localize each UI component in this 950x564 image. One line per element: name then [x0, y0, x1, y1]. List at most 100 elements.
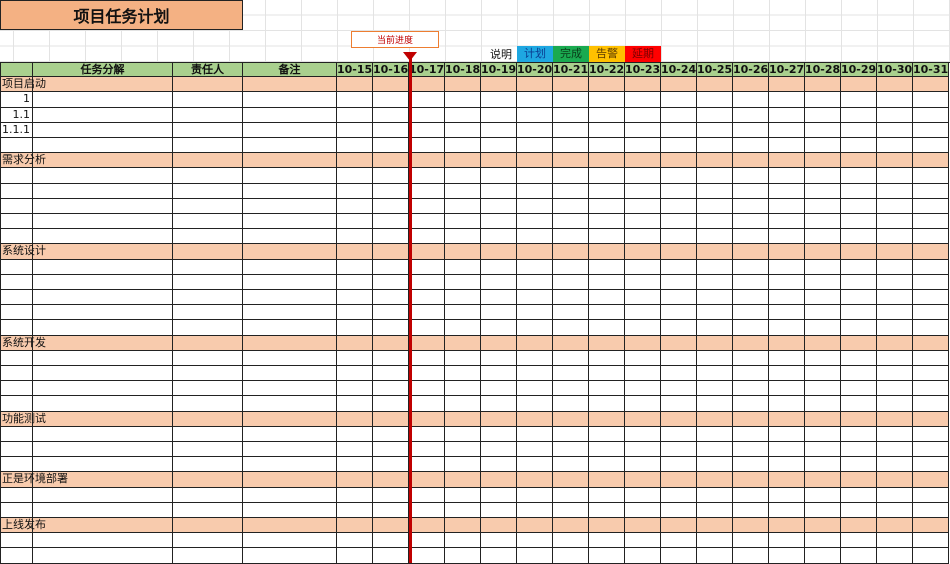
- cell[interactable]: [517, 122, 553, 138]
- cell[interactable]: [373, 214, 409, 230]
- cell[interactable]: [733, 426, 769, 442]
- cell[interactable]: [409, 350, 445, 366]
- cell[interactable]: [337, 274, 373, 290]
- cell[interactable]: [553, 274, 589, 290]
- cell[interactable]: [625, 107, 661, 123]
- cell[interactable]: [661, 244, 697, 260]
- cell[interactable]: [337, 290, 373, 306]
- cell[interactable]: [517, 426, 553, 442]
- cell[interactable]: [769, 396, 805, 412]
- cell[interactable]: [877, 198, 913, 214]
- cell[interactable]: [733, 548, 769, 564]
- cell[interactable]: [697, 107, 733, 123]
- cell[interactable]: [841, 198, 877, 214]
- cell[interactable]: [337, 350, 373, 366]
- task-number[interactable]: [0, 214, 33, 230]
- cell[interactable]: [913, 305, 949, 321]
- cell[interactable]: [805, 214, 841, 230]
- date-header[interactable]: 10-22: [589, 63, 625, 78]
- cell[interactable]: [733, 244, 769, 260]
- cell[interactable]: [553, 122, 589, 138]
- cell[interactable]: [337, 168, 373, 184]
- cell[interactable]: [877, 518, 913, 534]
- cell[interactable]: [173, 183, 243, 199]
- cell[interactable]: [697, 214, 733, 230]
- date-header[interactable]: 10-18: [445, 63, 481, 78]
- cell[interactable]: [33, 122, 173, 138]
- cell[interactable]: [697, 502, 733, 518]
- cell[interactable]: [589, 396, 625, 412]
- cell[interactable]: [173, 290, 243, 306]
- cell[interactable]: [661, 411, 697, 427]
- cell[interactable]: [589, 77, 625, 93]
- cell[interactable]: [661, 457, 697, 473]
- cell[interactable]: [913, 92, 949, 108]
- cell[interactable]: [445, 548, 481, 564]
- cell[interactable]: [733, 518, 769, 534]
- cell[interactable]: [481, 168, 517, 184]
- cell[interactable]: [373, 138, 409, 154]
- cell[interactable]: [409, 320, 445, 336]
- cell[interactable]: [877, 396, 913, 412]
- cell[interactable]: [517, 229, 553, 245]
- cell[interactable]: [173, 411, 243, 427]
- cell[interactable]: [913, 153, 949, 169]
- cell[interactable]: [445, 259, 481, 275]
- cell[interactable]: [445, 411, 481, 427]
- cell[interactable]: [589, 548, 625, 564]
- cell[interactable]: [661, 426, 697, 442]
- cell[interactable]: [445, 168, 481, 184]
- cell[interactable]: [445, 138, 481, 154]
- cell[interactable]: [589, 214, 625, 230]
- cell[interactable]: [913, 77, 949, 93]
- cell[interactable]: [697, 457, 733, 473]
- cell[interactable]: [769, 274, 805, 290]
- cell[interactable]: [481, 290, 517, 306]
- cell[interactable]: [33, 457, 173, 473]
- cell[interactable]: [409, 259, 445, 275]
- cell[interactable]: [589, 274, 625, 290]
- cell[interactable]: [373, 381, 409, 397]
- cell[interactable]: [445, 381, 481, 397]
- cell[interactable]: [877, 366, 913, 382]
- cell[interactable]: [33, 138, 173, 154]
- cell[interactable]: [877, 168, 913, 184]
- cell[interactable]: [481, 396, 517, 412]
- cell[interactable]: [769, 305, 805, 321]
- cell[interactable]: [589, 426, 625, 442]
- cell[interactable]: [661, 153, 697, 169]
- cell[interactable]: [913, 107, 949, 123]
- cell[interactable]: [625, 472, 661, 488]
- task-number[interactable]: [0, 442, 33, 458]
- cell[interactable]: [913, 381, 949, 397]
- cell[interactable]: [805, 122, 841, 138]
- cell[interactable]: [517, 214, 553, 230]
- cell[interactable]: [841, 335, 877, 351]
- cell[interactable]: [553, 77, 589, 93]
- cell[interactable]: [769, 77, 805, 93]
- cell[interactable]: [553, 472, 589, 488]
- cell[interactable]: [173, 77, 243, 93]
- cell[interactable]: [33, 244, 173, 260]
- cell[interactable]: [661, 548, 697, 564]
- cell[interactable]: [553, 548, 589, 564]
- cell[interactable]: [661, 198, 697, 214]
- cell[interactable]: [373, 77, 409, 93]
- cell[interactable]: [243, 472, 337, 488]
- cell[interactable]: [841, 411, 877, 427]
- cell[interactable]: [769, 92, 805, 108]
- cell[interactable]: [553, 259, 589, 275]
- cell[interactable]: [337, 244, 373, 260]
- cell[interactable]: [661, 274, 697, 290]
- cell[interactable]: [697, 487, 733, 503]
- cell[interactable]: [697, 229, 733, 245]
- cell[interactable]: [553, 457, 589, 473]
- cell[interactable]: [877, 381, 913, 397]
- cell[interactable]: [733, 487, 769, 503]
- cell[interactable]: [733, 274, 769, 290]
- cell[interactable]: [769, 533, 805, 549]
- cell[interactable]: [517, 92, 553, 108]
- cell[interactable]: [769, 290, 805, 306]
- cell[interactable]: [805, 366, 841, 382]
- cell[interactable]: [337, 320, 373, 336]
